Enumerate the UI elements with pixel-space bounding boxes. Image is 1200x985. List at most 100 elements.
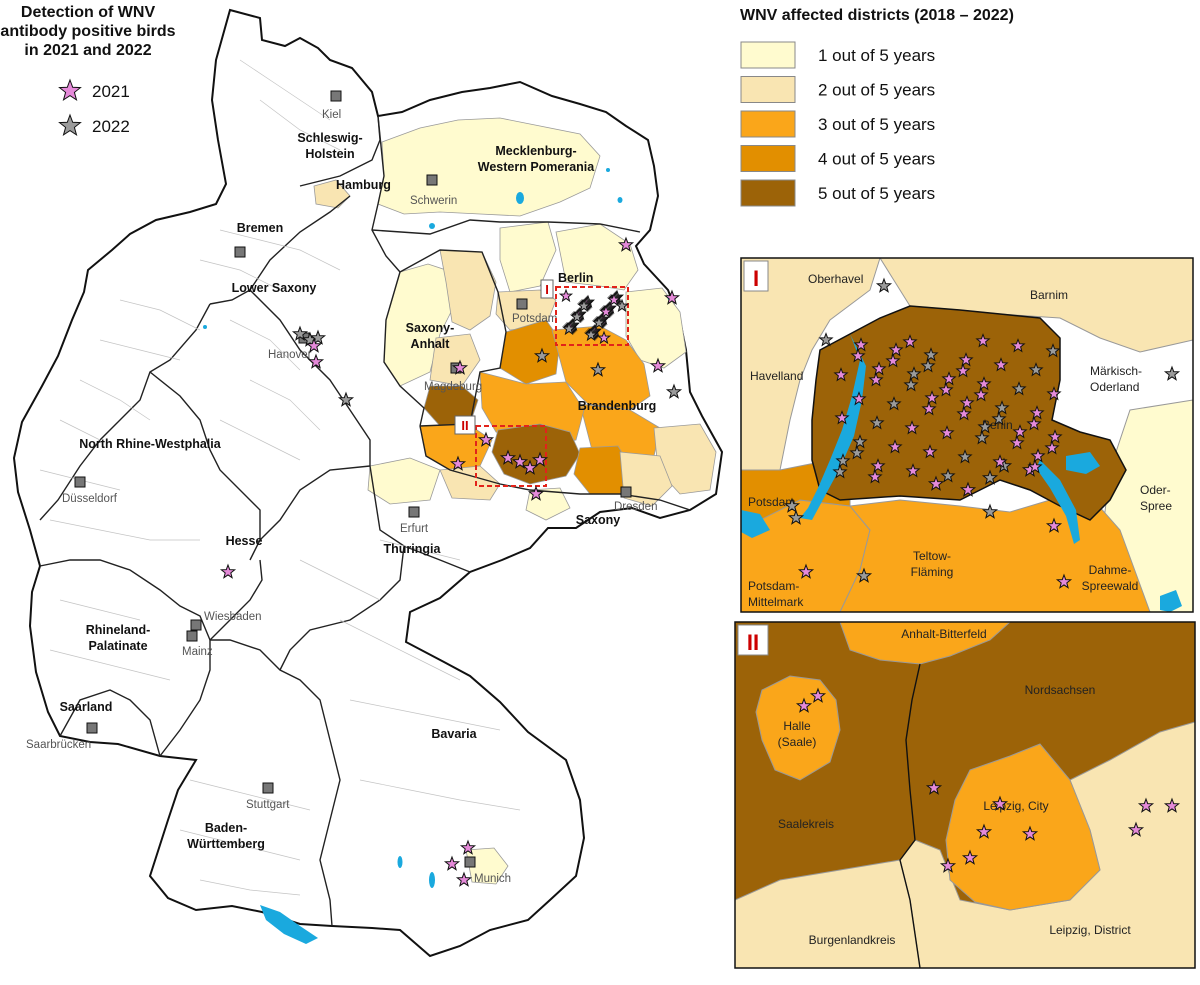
inset2-district-anhalt-bitterfeld: [839, 622, 1011, 665]
detection-star-2021: [558, 288, 574, 303]
water-bodies: [203, 168, 673, 944]
germany-map: Schleswig- Holstein Mecklenburg- Western…: [12, 8, 724, 958]
detection-star-2021: [1045, 517, 1063, 533]
detection-star-2021: [1010, 338, 1026, 353]
state-borders: [39, 115, 691, 927]
detection-star-2021: [925, 779, 943, 795]
inset1-water: [741, 510, 770, 538]
detection-star-2021: [961, 849, 979, 865]
capital-labels: Kiel Schwerin Hanover Potsdam Magdeburg …: [26, 109, 657, 885]
detection-star-2022: [977, 419, 993, 434]
state-label-mv: Mecklenburg-: [495, 144, 576, 158]
detection-star-2022: [1045, 343, 1061, 358]
detection-star-2022: [852, 434, 868, 449]
inset2-label-saalekreis: Saalekreis: [778, 817, 834, 831]
detection-star-2021: [1047, 429, 1063, 444]
detection-star-2021: [219, 563, 237, 579]
detection-star-2021: [1137, 797, 1155, 813]
inset2-label-leipzig-city: Leipzig, City: [983, 799, 1048, 813]
inset-halle-leipzig: II Anhalt-Bitterfeld Halle (Saale) Nords…: [734, 621, 1196, 969]
city-label-munich: Munich: [474, 873, 511, 885]
detection-star-2021: [973, 387, 989, 402]
inset1-label-barnim: Barnim: [1030, 288, 1068, 302]
capital-marker: [330, 90, 342, 102]
city-label-wiesbaden: Wiesbaden: [204, 611, 262, 623]
inset1-water: [800, 334, 866, 520]
detection-star-2021: [1030, 448, 1046, 463]
inset1-label-maerkisch-oderland: Märkisch-: [1090, 364, 1142, 378]
detection-star-2021: [853, 337, 869, 352]
district-halle: [491, 423, 581, 485]
district-bb-sw: [479, 371, 585, 447]
detection-star-2022: [309, 329, 327, 345]
inset-berlin: I Oberhavel Barnim Havelland Märkisch- O…: [740, 257, 1194, 613]
detection-star-2022: [991, 411, 1007, 426]
detection-star-2022: [974, 430, 990, 445]
detection-star-2021: [663, 289, 681, 305]
detection-star-2022: [783, 497, 801, 513]
district-legend-title: WNV affected districts (2018 – 2022): [740, 7, 1014, 24]
detection-star-2022: [903, 377, 919, 392]
detection-star-2021: [834, 410, 850, 425]
legend-label-3: 3 out of 5 years: [818, 115, 935, 134]
inset1-label-potsdam-mittelmark: Potsdam-: [748, 579, 799, 593]
city-label-kiel: Kiel: [322, 109, 341, 121]
capital-marker: [262, 782, 274, 794]
detection-star-2021: [850, 348, 866, 363]
inset2-label-anhalt-bitterfeld: Anhalt-Bitterfeld: [901, 627, 986, 641]
inset2-district-halle: [755, 675, 841, 781]
district-sa-mid: [429, 333, 481, 387]
state-label-lower-saxony: Lower Saxony: [232, 281, 317, 295]
detection-star-2021: [477, 431, 495, 447]
detection-star-2022: [981, 503, 999, 519]
detection-star-2021: [1046, 386, 1062, 401]
detection-star-2022: [940, 468, 956, 483]
capital-marker: [186, 630, 198, 642]
legend-swatch-2: [740, 76, 796, 103]
detection-star-2021: [867, 469, 883, 484]
inset2-label-burgenlandkreis: Burgenlandkreis: [809, 933, 896, 947]
legend-swatch-5: [740, 179, 796, 207]
state-labels: Schleswig- Holstein Mecklenburg- Western…: [60, 131, 657, 851]
detection-star-2022: [855, 567, 873, 583]
capital-marker: [464, 856, 476, 868]
detection-star-2021: [959, 395, 975, 410]
state-label-hesse: Hesse: [226, 534, 263, 548]
detection-star-2021: [956, 406, 972, 421]
capital-marker: [234, 246, 246, 258]
capital-marker: [408, 506, 420, 518]
detection-star-2021: [887, 439, 903, 454]
district-bb-north2: [555, 223, 639, 291]
detection-star-2021: [870, 458, 886, 473]
inset-marker-ii: II: [461, 418, 468, 433]
detection-star-2021: [649, 357, 667, 373]
detection-star-2021: [58, 78, 82, 102]
state-label-sh: Schleswig-: [297, 131, 362, 145]
legend-label-2022: 2022: [92, 117, 130, 136]
capital-marker: [86, 722, 98, 734]
state-label-thuringia: Thuringia: [384, 542, 442, 556]
detection-star-2022: [291, 325, 309, 341]
city-label-dresden: Dresden: [614, 501, 657, 513]
detection-star-2021: [521, 459, 539, 475]
state-label-brandenburg: Brandenburg: [578, 399, 656, 413]
legend-label-2021: 2021: [92, 82, 130, 101]
inset2-label-halle: Halle: [783, 719, 811, 733]
district-hamburg: [313, 179, 351, 209]
detection-star-2021: [959, 481, 977, 497]
detection-star-2021: [851, 391, 867, 406]
state-label-bremen: Bremen: [237, 221, 284, 235]
detection-star-2022: [576, 298, 592, 313]
detection-star-2021: [938, 382, 954, 397]
state-label-bavaria: Bavaria: [431, 727, 477, 741]
detection-star-2022: [533, 347, 551, 363]
detection-star-2021: [527, 485, 545, 501]
detection-star-2021: [955, 363, 971, 378]
detection-star-2021: [958, 352, 974, 367]
state-label-saxony-anhalt: Anhalt: [411, 337, 451, 351]
detection-star-2022: [875, 277, 893, 293]
detection-star-2021: [939, 425, 955, 440]
inset2-frame: [734, 621, 1196, 969]
state-label-saarland: Saarland: [60, 700, 113, 714]
